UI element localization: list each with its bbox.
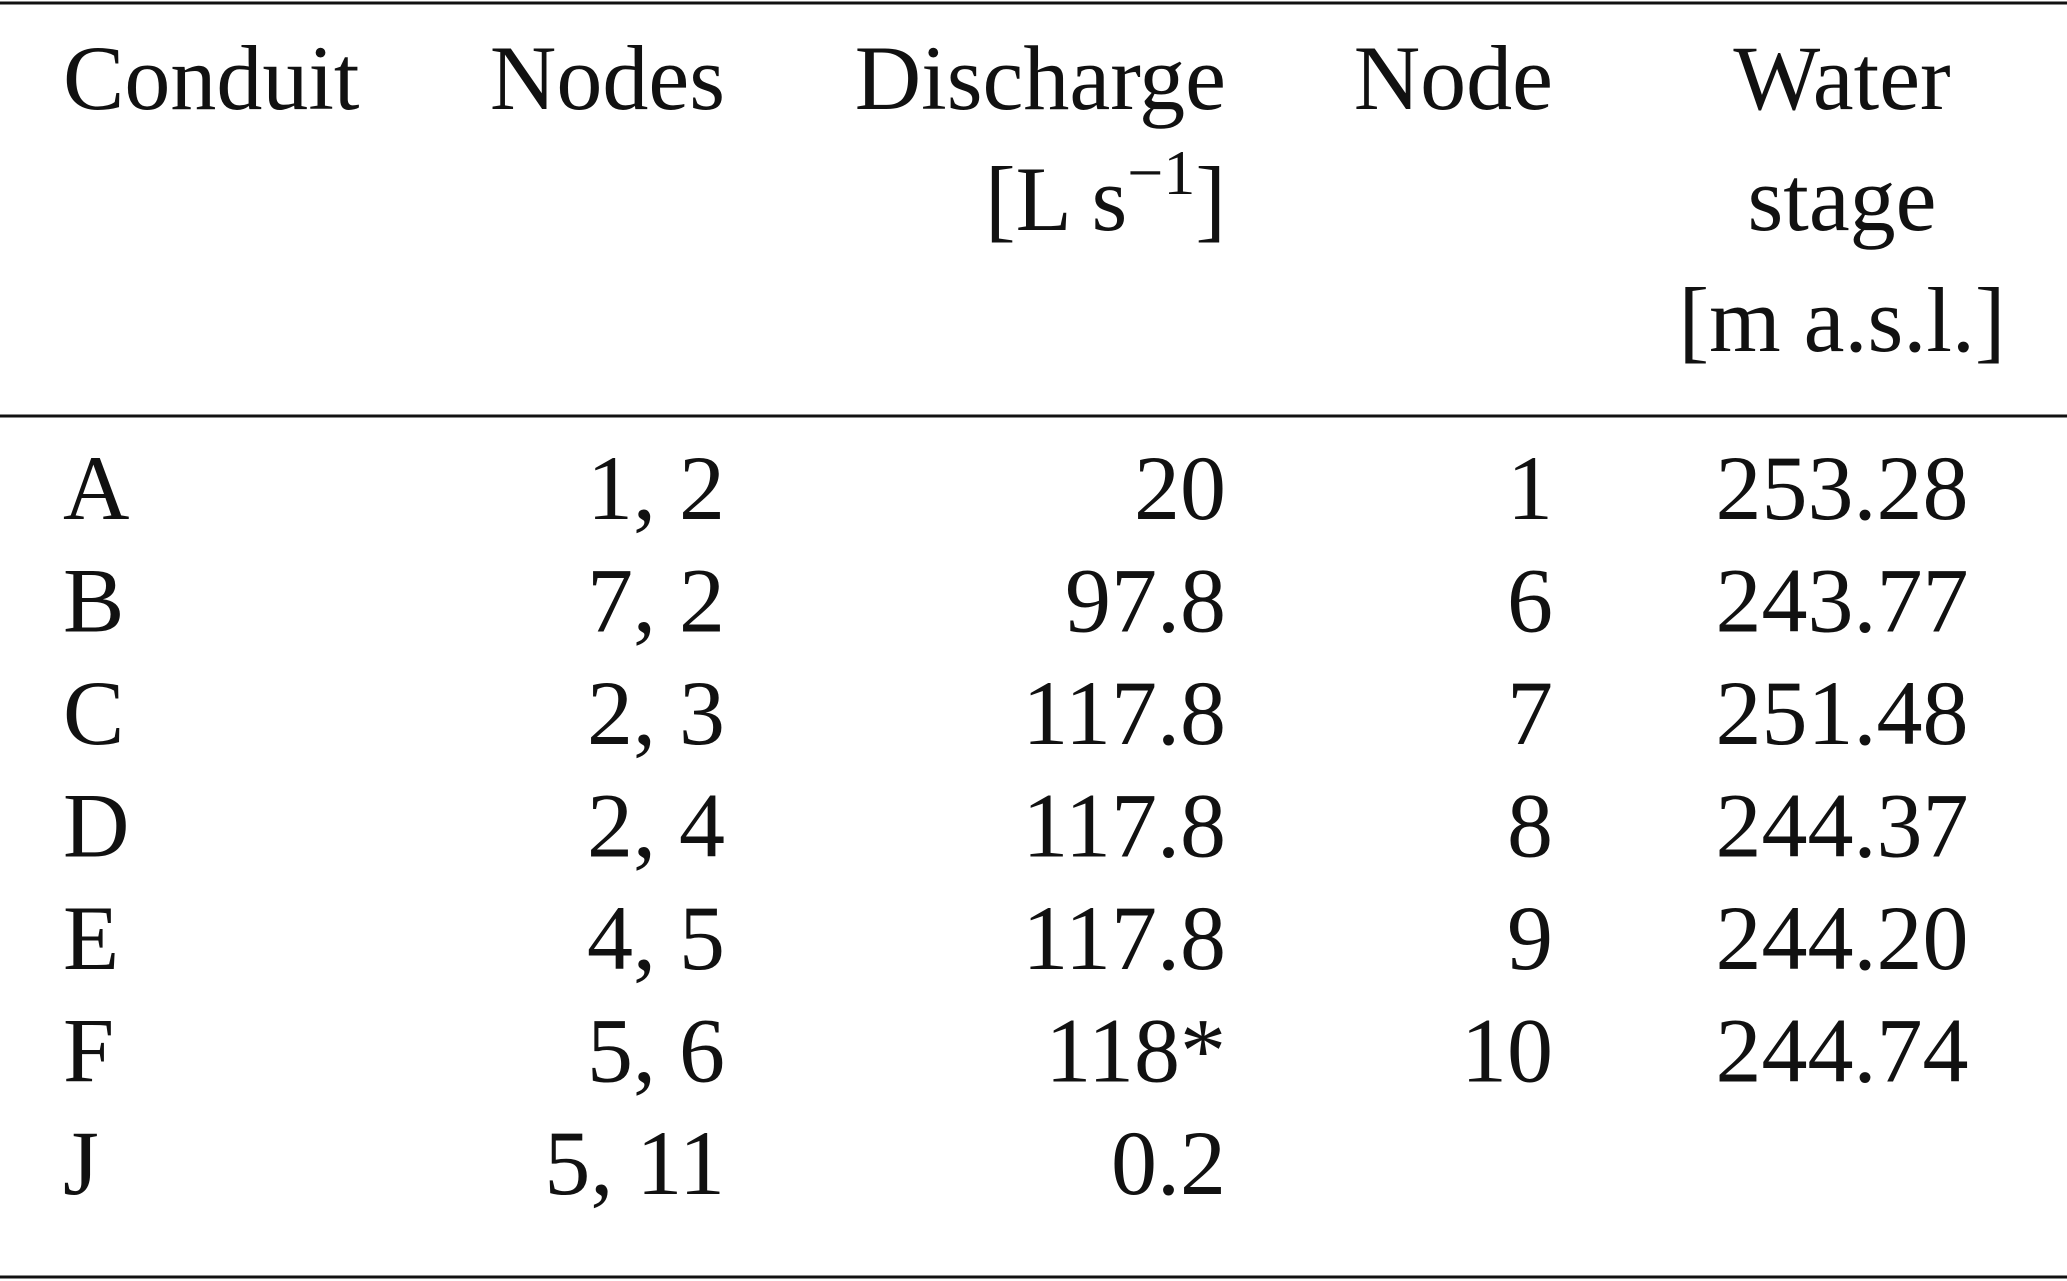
table-cell: 97.8 [1065,550,1226,652]
table-cell: E [63,887,119,989]
header-cell: stage [1747,148,1936,250]
table-cell: 5, 6 [587,1000,725,1102]
table-cell: 10 [1461,1000,1553,1102]
table-cell: 251.48 [1716,662,1969,764]
table-cell: J [63,1112,99,1214]
header-cell: Discharge [855,27,1226,129]
table-cell: 244.74 [1716,1000,1969,1102]
table-cell: C [63,662,124,764]
table-cell: 2, 4 [587,775,725,877]
table-cell: D [63,775,129,877]
header-cell: Water [1733,27,1950,129]
unit-close: ] [1195,148,1226,250]
table-cell: 117.8 [1022,887,1226,989]
table-cell: 7 [1507,662,1553,764]
table-cell: 7, 2 [587,550,725,652]
table-cell: 244.37 [1716,775,1969,877]
table-cell: 1, 2 [587,437,725,539]
table-cell: 117.8 [1022,775,1226,877]
table-cell: 8 [1507,775,1553,877]
header-unit: [L s−1] [985,137,1226,250]
table-cell: 4, 5 [587,887,725,989]
header-cell: Nodes [490,27,725,129]
header-cell: Conduit [63,27,360,129]
unit-exponent: −1 [1127,137,1195,208]
table-cell: 5, 11 [544,1112,725,1214]
table-cell: 253.28 [1716,437,1969,539]
unit-base: [L s [985,148,1127,250]
table-cell: 118* [1045,1000,1226,1102]
table-cell: 117.8 [1022,662,1226,764]
table-cell: B [63,550,124,652]
table-cell: F [63,1000,114,1102]
table-cell: 9 [1507,887,1553,989]
table-cell: 20 [1134,437,1226,539]
table-cell: 1 [1507,437,1553,539]
table-cell: 2, 3 [587,662,725,764]
table-cell: 244.20 [1716,887,1969,989]
table-cell: A [63,437,129,539]
header-cell: [m a.s.l.] [1678,269,2005,371]
table-cell: 6 [1507,550,1553,652]
table-cell: 0.2 [1111,1112,1226,1214]
table-cell: 243.77 [1716,550,1969,652]
header-cell: Node [1354,27,1553,129]
